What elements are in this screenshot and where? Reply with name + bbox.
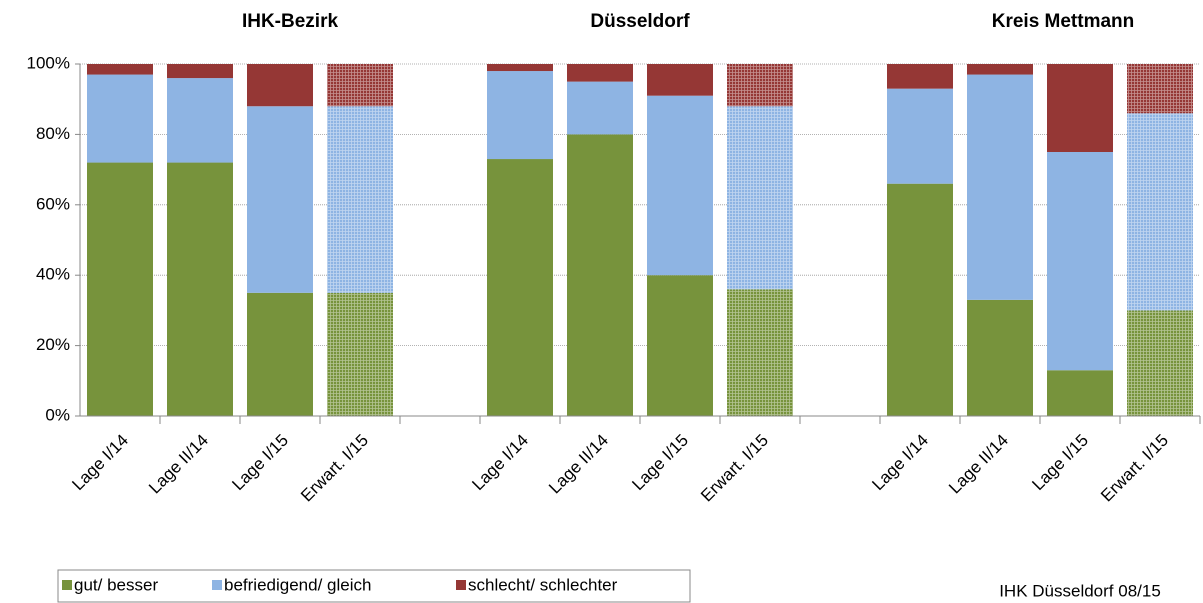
legend-box: [57, 569, 691, 603]
x-tick-label: Lage I/14: [468, 431, 532, 495]
bar-segment: [727, 106, 793, 290]
legend-swatch: [456, 580, 466, 590]
bar-segment: [1047, 152, 1113, 371]
x-tick-label: Lage I/15: [628, 431, 692, 495]
group-title: IHK-Bezirk: [242, 11, 339, 32]
y-tick-label: 60%: [36, 194, 70, 213]
bar-segment: [727, 289, 793, 416]
y-tick-label: 40%: [36, 265, 70, 284]
bar-segment: [87, 64, 153, 75]
source: IHK Düsseldorf 08/15: [999, 581, 1161, 600]
x-tick-label: Lage I/15: [1028, 431, 1092, 495]
x-tick-label: Lage II/14: [945, 431, 1012, 498]
x-tick-label: Erwart. I/15: [1097, 431, 1172, 506]
bar-segment: [567, 134, 633, 416]
bar-segment: [247, 106, 313, 293]
legend-label: schlecht/ schlechter: [468, 575, 618, 594]
x-tick-label: Lage II/14: [545, 431, 612, 498]
bar-segment: [167, 78, 233, 163]
x-tick-label: Lage I/14: [68, 431, 132, 495]
bar-segment: [567, 81, 633, 135]
group-title: Düsseldorf: [590, 11, 690, 32]
y-tick-label: 100%: [27, 53, 70, 72]
bar-segment: [727, 64, 793, 107]
bar-segment: [327, 106, 393, 293]
bar-segment: [327, 64, 393, 107]
x-tick-label: Lage II/14: [145, 431, 212, 498]
x-tick-label: Lage I/14: [868, 431, 932, 495]
bar-segment: [487, 159, 553, 417]
y-tick-label: 20%: [36, 335, 70, 354]
x-tick-label: Erwart. I/15: [697, 431, 772, 506]
bar-segment: [247, 292, 313, 416]
bar-segment: [1127, 64, 1193, 114]
bar-segment: [647, 64, 713, 96]
bar-segment: [567, 64, 633, 82]
bar-segment: [1127, 310, 1193, 416]
bar-segment: [1047, 64, 1113, 152]
bar-segment: [967, 74, 1033, 300]
bar-segment: [647, 275, 713, 416]
legend-label: befriedigend/ gleich: [224, 575, 371, 594]
bar-segment: [87, 162, 153, 416]
y-tick-label: 0%: [45, 405, 70, 424]
bar-segment: [487, 71, 553, 160]
bar-segment: [1127, 113, 1193, 311]
bar-segment: [167, 64, 233, 79]
bar-segment: [647, 95, 713, 276]
bar-segment: [247, 64, 313, 107]
bar-segment: [887, 88, 953, 184]
bar-segment: [887, 183, 953, 416]
bar-segment: [1047, 370, 1113, 416]
legend-swatch: [62, 580, 72, 590]
x-tick-label: Erwart. I/15: [297, 431, 372, 506]
bar-segment: [967, 299, 1033, 416]
x-tick-label: Lage I/15: [228, 431, 292, 495]
y-tick-label: 80%: [36, 124, 70, 143]
bar-segment: [967, 64, 1033, 75]
bar-segment: [327, 292, 393, 416]
bar-segment: [487, 64, 553, 72]
bar-segment: [167, 162, 233, 416]
legend-label: gut/ besser: [74, 575, 158, 594]
legend-swatch: [212, 580, 222, 590]
group-title: Kreis Mettmann: [992, 11, 1135, 32]
bar-segment: [887, 64, 953, 89]
bar-segment: [87, 74, 153, 163]
